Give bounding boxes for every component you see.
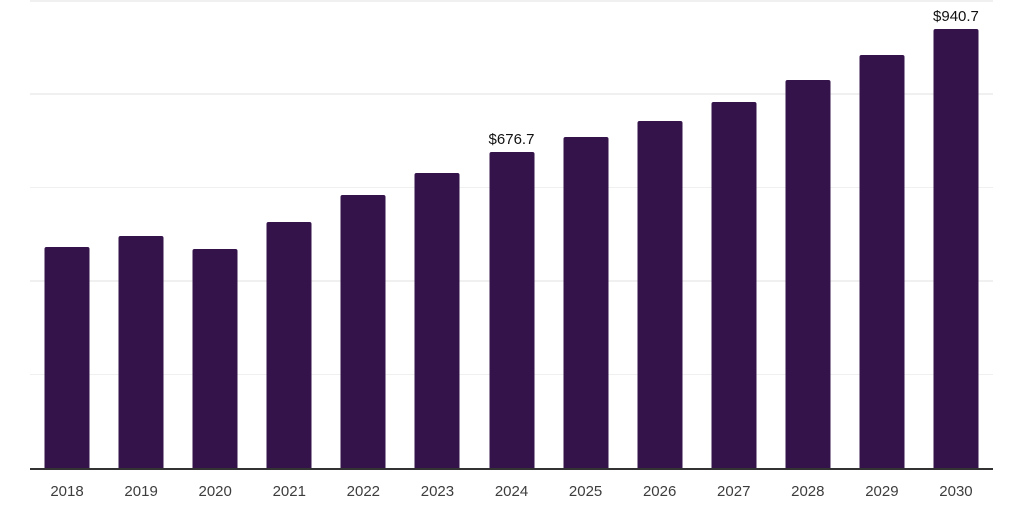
x-axis-labels: 2018 2019 2020 2021 2022 2023 2024 2025 2026 2027… — [30, 483, 993, 500]
bar-2023[interactable] — [414, 172, 460, 468]
bar-2019[interactable] — [118, 236, 164, 468]
x-tick-2020: 2020 — [198, 483, 232, 500]
bar-slot-2019 — [104, 0, 178, 468]
bars-container: $676.7 $940.7 — [30, 0, 993, 468]
bar-slot-2024: $676.7 — [474, 0, 548, 468]
bar-slot-2028 — [771, 0, 845, 468]
x-tick-2021: 2021 — [272, 483, 306, 500]
bar-2027[interactable] — [711, 101, 757, 468]
gridline-1000 — [30, 0, 993, 2]
x-tick-2023: 2023 — [420, 483, 455, 500]
x-tick-2025: 2025 — [568, 483, 603, 500]
bar-2021[interactable] — [266, 221, 312, 468]
x-tick-2028: 2028 — [791, 483, 825, 500]
bar-slot-2026 — [623, 0, 697, 468]
bar-slot-2021 — [252, 0, 326, 468]
bar-2028[interactable] — [785, 79, 831, 468]
bar-slot-2022 — [326, 0, 400, 468]
x-tick-2030: 2030 — [939, 483, 973, 500]
bar-2018[interactable] — [44, 246, 90, 468]
bar-slot-2018 — [30, 0, 104, 468]
data-label-2030: $940.7 — [933, 7, 979, 25]
bar-2020[interactable] — [192, 249, 238, 468]
bar-slot-2027 — [697, 0, 771, 468]
bar-2030[interactable] — [933, 28, 979, 468]
x-tick-2018: 2018 — [50, 483, 84, 500]
bar-slot-2025 — [549, 0, 623, 468]
x-tick-2026: 2026 — [642, 483, 677, 500]
x-tick-2024: 2024 — [494, 483, 529, 500]
bar-slot-2023 — [400, 0, 474, 468]
x-axis-line — [30, 468, 993, 470]
plot-area: $676.7 $940.7 — [30, 0, 993, 468]
x-tick-2019: 2019 — [124, 483, 158, 500]
bar-2024[interactable] — [489, 151, 534, 468]
bar-slot-2020 — [178, 0, 252, 468]
x-tick-2022: 2022 — [346, 483, 381, 500]
bar-slot-2029 — [845, 0, 919, 468]
gridline-800 — [30, 93, 993, 95]
bar-2025[interactable] — [563, 136, 609, 468]
bar-2026[interactable] — [637, 121, 683, 468]
data-label-2024: $676.7 — [488, 130, 535, 148]
x-tick-2029: 2029 — [865, 483, 899, 500]
x-tick-2027: 2027 — [717, 483, 751, 500]
bar-2022[interactable] — [340, 194, 386, 468]
bar-2029[interactable] — [859, 55, 905, 468]
bar-slot-2030: $940.7 — [919, 0, 993, 468]
